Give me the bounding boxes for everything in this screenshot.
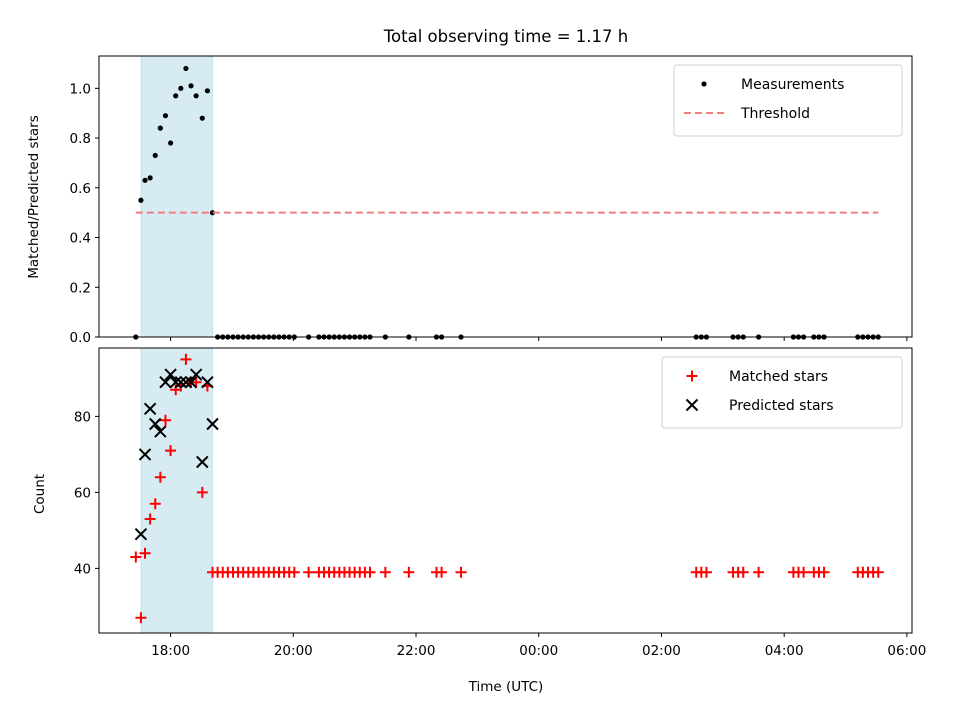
- top-ytick-label: 0.6: [70, 181, 91, 197]
- bottom-legend-label: Predicted stars: [729, 398, 834, 414]
- predicted-stars-point: [189, 368, 203, 381]
- predicted-stars-point: [154, 425, 167, 438]
- bottom-xtick-label: 06:00: [887, 643, 926, 659]
- matched-stars-point: [139, 547, 151, 559]
- bottom-xtick-label: 18:00: [151, 643, 190, 659]
- bottom-series-0: [130, 353, 884, 624]
- measurement-point: [209, 210, 216, 216]
- bottom-xtick-label: 20:00: [274, 643, 313, 659]
- matched-stars-point: [455, 566, 467, 578]
- predicted-stars-point: [159, 375, 172, 389]
- predicted-stars-point: [134, 527, 148, 541]
- top-ytick-label: 0.4: [70, 231, 91, 247]
- matched-stars-point: [872, 566, 884, 578]
- matched-stars-point: [180, 353, 192, 365]
- matched-stars-point: [288, 566, 300, 578]
- measurement-point: [142, 177, 148, 183]
- predicted-stars-point: [206, 417, 219, 431]
- matched-stars-point: [159, 414, 171, 426]
- legend-predicted-swatch: [685, 398, 699, 412]
- bottom-xtick-label: 22:00: [397, 643, 436, 659]
- matched-stars-point: [798, 566, 810, 578]
- matched-stars-point: [737, 566, 749, 578]
- measurement-point: [138, 197, 144, 203]
- top-highlight-span: [140, 55, 214, 338]
- bottom-chart-ylabel: Count: [32, 474, 48, 514]
- matched-stars-point: [149, 498, 161, 510]
- measurement-point: [157, 125, 163, 131]
- bottom-chart-xlabel: Time (UTC): [468, 679, 544, 695]
- top-axes-frame: [98, 55, 913, 338]
- bottom-chart-panel: 40 60 80 18:00 20:00 22:00 00:00 02:00 04:00 06:0…: [74, 347, 926, 659]
- matched-stars-point: [364, 566, 376, 578]
- top-ytick-label: 0.0: [70, 330, 91, 346]
- top-ytick-label: 0.2: [70, 280, 91, 296]
- bottom-ytick-label: 60: [74, 485, 91, 501]
- bottom-ytick-label: 40: [74, 561, 91, 577]
- top-legend-box: [673, 64, 903, 137]
- matched-stars-point: [436, 566, 448, 578]
- matched-stars-point: [190, 376, 202, 388]
- measurement-point: [152, 152, 158, 159]
- top-chart-ylabel: Matched/Predicted stars: [26, 115, 42, 278]
- predicted-stars-point: [174, 375, 188, 389]
- measurement-point: [188, 83, 194, 89]
- measurement-point: [167, 140, 174, 146]
- predicted-stars-point: [149, 417, 162, 431]
- top-ytick-label: 0.8: [70, 131, 91, 147]
- legend-measurements-swatch: [701, 81, 707, 87]
- predicted-stars-point: [138, 448, 152, 461]
- legend-matched-swatch: [686, 370, 698, 382]
- bottom-legend-box: [661, 356, 903, 429]
- matched-stars-point: [818, 566, 830, 578]
- matched-stars-point: [403, 566, 415, 578]
- top-legend-label: Threshold: [740, 106, 810, 122]
- top-chart-title: Total observing time = 1.17 h: [383, 27, 628, 46]
- bottom-highlight-span: [140, 347, 214, 634]
- predicted-stars-point: [179, 375, 193, 389]
- bottom-legend-label: Matched stars: [729, 369, 828, 385]
- matched-stars-point: [135, 612, 147, 624]
- measurement-point: [178, 85, 184, 91]
- predicted-stars-point: [143, 402, 157, 416]
- predicted-stars-point: [196, 455, 209, 469]
- top-legend-label: Measurements: [741, 77, 844, 93]
- measurement-point: [204, 88, 210, 94]
- top-ytick-label: 1.0: [70, 81, 91, 97]
- predicted-stars-point: [184, 375, 198, 389]
- top-legend: Measurements Threshold: [673, 64, 903, 137]
- bottom-xtick-label: 02:00: [642, 643, 681, 659]
- matched-stars-point: [700, 566, 712, 578]
- bottom-series-1: [134, 368, 219, 541]
- matched-stars-point: [130, 551, 142, 563]
- matched-stars-point: [154, 471, 166, 483]
- matched-stars-point: [165, 445, 177, 457]
- bottom-legend: Matched stars Predicted stars: [661, 356, 903, 429]
- matched-stars-point: [144, 513, 156, 525]
- measurement-point: [183, 65, 189, 72]
- top-chart-panel: 0.0 0.2 0.4 0.6 0.8 1.0 Measurements Threshold: [70, 55, 913, 346]
- matched-stars-point: [196, 486, 208, 498]
- bottom-ytick-label: 80: [74, 409, 91, 425]
- measurement-point: [162, 113, 169, 119]
- matched-stars-point: [303, 566, 315, 578]
- matched-stars-point: [379, 566, 391, 578]
- bottom-xtick-label: 04:00: [765, 643, 804, 659]
- predicted-stars-point: [169, 375, 182, 389]
- measurement-point: [147, 175, 153, 181]
- bottom-xtick-label: 00:00: [519, 643, 558, 659]
- measurement-point: [173, 93, 179, 99]
- matched-stars-point: [753, 566, 765, 578]
- predicted-stars-point: [164, 368, 177, 381]
- measurement-point: [193, 93, 199, 99]
- measurement-point: [199, 115, 205, 121]
- bottom-axes-frame: [98, 347, 913, 634]
- predicted-stars-point: [201, 375, 214, 389]
